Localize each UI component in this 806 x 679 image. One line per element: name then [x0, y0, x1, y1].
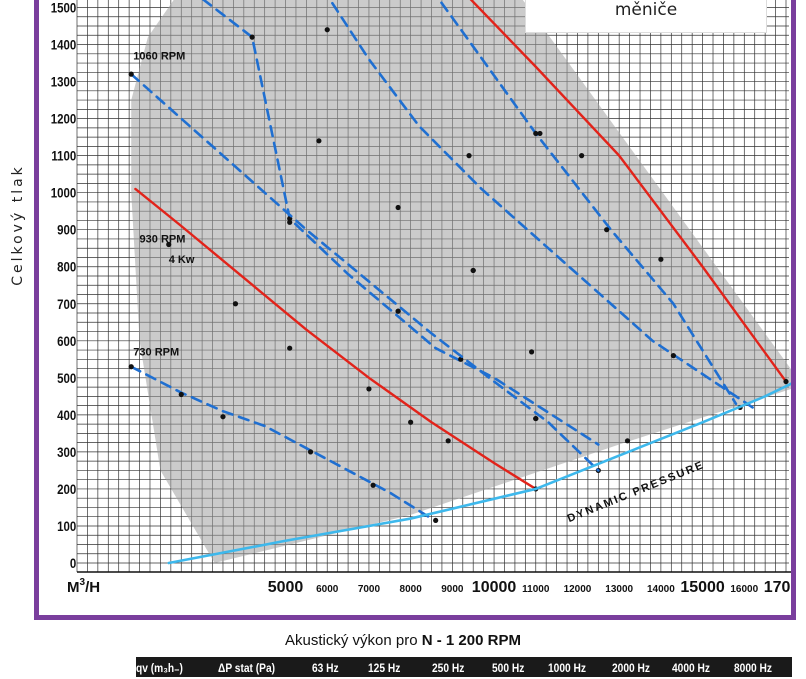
x-tick-label: 7000 — [358, 584, 381, 595]
x-tick-label: 17000 — [764, 579, 791, 596]
acoustic-header-cell: 125 Hz — [368, 661, 401, 675]
data-point-5-4 — [783, 378, 789, 385]
data-point-1-1 — [316, 138, 322, 144]
series-line-6 — [134, 187, 537, 491]
data-point-1-2 — [395, 204, 401, 211]
data-point-4-2 — [220, 414, 226, 420]
y-tick-label: 1400 — [51, 36, 77, 52]
data-point-0-0 — [249, 34, 255, 40]
y-tick-label: 400 — [57, 407, 76, 423]
y-tick-label: 1300 — [51, 73, 77, 89]
data-point-3-2 — [395, 308, 401, 314]
data-point-0-3 — [458, 356, 464, 362]
acoustic-header-cell: ΔP stat (Pa) — [218, 661, 276, 675]
data-point-3-1 — [287, 219, 293, 225]
data-point-6-3 — [366, 386, 372, 392]
data-point-4-3 — [307, 449, 314, 455]
operating-region — [131, 0, 791, 563]
data-point-1-0 — [324, 27, 330, 33]
annotation-0: 1060 RPM — [133, 50, 185, 62]
annotation-1: 930 RPM — [140, 234, 186, 246]
data-point-5-2 — [579, 153, 585, 159]
acoustic-header-cell: 4000 Hz — [672, 661, 710, 675]
y-tick-label: 300 — [57, 444, 76, 460]
acoustic-header-cell: 1000 Hz — [548, 661, 586, 675]
y-tick-label: 1200 — [51, 110, 77, 126]
x-tick-label: 12000 — [564, 584, 592, 595]
y-tick-label: 900 — [57, 222, 76, 238]
acoustic-title-bold: N - 1 200 RPM — [421, 632, 521, 649]
data-point-6-1 — [232, 301, 239, 307]
x-tick-label: 9000 — [441, 584, 464, 595]
y-axis-title: Celkový tlak — [10, 164, 26, 286]
data-point-4-0 — [128, 364, 134, 370]
x-tick-label: 16000 — [730, 584, 758, 595]
data-point-1-4 — [528, 349, 535, 355]
y-tick-label: 1100 — [51, 148, 76, 164]
data-point-6-4 — [408, 419, 414, 425]
y-tick-label: 600 — [57, 333, 76, 349]
x-tick-label: 5000 — [268, 579, 304, 596]
note-box: měniče — [525, 0, 767, 33]
data-point-4-4 — [370, 482, 376, 488]
data-point-1-5 — [624, 438, 631, 444]
series-line-2 — [437, 0, 738, 406]
data-point-2-1 — [533, 130, 539, 137]
acoustic-header-cell: qv (m₃h₋) — [136, 661, 183, 675]
chart-frame: 0 100 200 300 400 500 600 700 800 900 1000 1100 1200… — [34, 0, 796, 620]
x-tick-label: 6000 — [316, 584, 339, 595]
acoustic-header-cell: 2000 Hz — [612, 661, 650, 675]
series-line-5 — [469, 0, 788, 383]
data-point-4-1 — [178, 391, 184, 398]
series-line-1 — [328, 0, 754, 409]
y-tick-label: 1500 — [51, 0, 77, 16]
data-point-3-3 — [470, 267, 476, 274]
data-point-6-2 — [287, 345, 293, 351]
data-point-3-4 — [533, 415, 539, 422]
x-tick-label: 11000 — [522, 584, 550, 595]
acoustic-header-row: qv (m₃h₋) ΔP stat (Pa) 63 Hz 125 Hz 250 Hz 50… — [136, 657, 792, 677]
data-point-3-0 — [128, 71, 134, 77]
series-line-3 — [129, 72, 600, 472]
acoustic-title-prefix: Akustický výkon pro — [285, 632, 422, 649]
data-point-2-2 — [604, 227, 610, 233]
data-point-2-0 — [466, 153, 472, 159]
y-tick-label: 700 — [57, 296, 76, 312]
acoustic-table-title: Akustický výkon pro N - 1 200 RPM — [0, 632, 806, 649]
data-point-5-3 — [658, 256, 664, 262]
y-tick-label: 0 — [70, 555, 76, 571]
chart-svg: 0 100 200 300 400 500 600 700 800 900 1000 1100 1200… — [51, 0, 791, 615]
series-line-4 — [129, 365, 433, 520]
x-axis-band — [77, 572, 791, 615]
y-tick-label: 1000 — [51, 185, 77, 201]
x-tick-label: 14000 — [647, 584, 675, 595]
y-tick-label: 500 — [57, 370, 76, 386]
annotation-3: 730 RPM — [133, 347, 179, 359]
x-tick-label: 15000 — [680, 579, 725, 596]
acoustic-header-cell: 63 Hz — [312, 661, 339, 675]
x-axis-unit: M3/H — [67, 577, 100, 596]
x-tick-label: 10000 — [472, 579, 517, 596]
data-point-5-1 — [537, 130, 543, 137]
annotation-2: 4 Kw — [169, 254, 195, 266]
acoustic-header-cell: 500 Hz — [492, 661, 525, 675]
series-line-7 — [167, 382, 791, 565]
y-tick-label: 100 — [57, 518, 76, 534]
data-point-4-5 — [433, 517, 439, 524]
acoustic-header-cell: 250 Hz — [432, 661, 465, 675]
data-point-6-5 — [445, 438, 451, 444]
y-tick-label: 800 — [57, 259, 76, 275]
y-tick-label: 200 — [57, 481, 76, 497]
note-text: měniče — [614, 0, 678, 20]
x-tick-label: 13000 — [605, 584, 633, 595]
acoustic-header-cell: 8000 Hz — [734, 661, 772, 675]
data-point-6-0 — [166, 241, 172, 248]
data-point-2-3 — [670, 353, 676, 359]
x-tick-label: 8000 — [400, 584, 423, 595]
